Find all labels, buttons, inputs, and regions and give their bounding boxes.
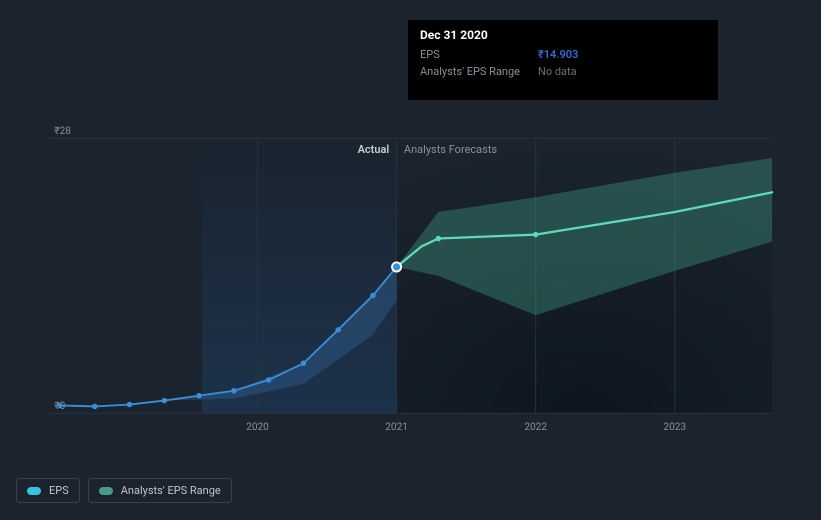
- tooltip-date: Dec 31 2020: [420, 28, 706, 42]
- chart-tooltip: Dec 31 2020 EPS ₹14.903 Analysts' EPS Ra…: [408, 20, 718, 100]
- tooltip-row: EPS ₹14.903: [420, 46, 706, 63]
- legend-swatch-icon: [27, 487, 41, 495]
- legend-item-eps[interactable]: EPS: [16, 478, 80, 503]
- legend-label: Analysts' EPS Range: [121, 484, 221, 497]
- svg-text:Actual: Actual: [358, 143, 390, 156]
- svg-text:Analysts Forecasts: Analysts Forecasts: [404, 143, 498, 156]
- chart-legend: EPS Analysts' EPS Range: [16, 478, 232, 503]
- svg-text:2020: 2020: [246, 422, 269, 433]
- svg-text:2023: 2023: [663, 422, 686, 433]
- svg-text:₹28: ₹28: [54, 126, 71, 137]
- legend-swatch-icon: [99, 487, 113, 495]
- svg-text:2022: 2022: [524, 422, 547, 433]
- legend-item-range[interactable]: Analysts' EPS Range: [88, 478, 232, 503]
- svg-text:2021: 2021: [385, 422, 408, 433]
- tooltip-value: No data: [538, 65, 577, 78]
- tooltip-label: Analysts' EPS Range: [420, 65, 538, 78]
- eps-chart[interactable]: ₹28₹02020202120222023ActualAnalysts Fore…: [16, 120, 805, 450]
- tooltip-value: ₹14.903: [538, 48, 578, 61]
- tooltip-row: Analysts' EPS Range No data: [420, 63, 706, 80]
- legend-label: EPS: [49, 484, 69, 497]
- tooltip-label: EPS: [420, 48, 538, 61]
- chart-svg: ₹28₹02020202120222023ActualAnalysts Fore…: [16, 120, 805, 450]
